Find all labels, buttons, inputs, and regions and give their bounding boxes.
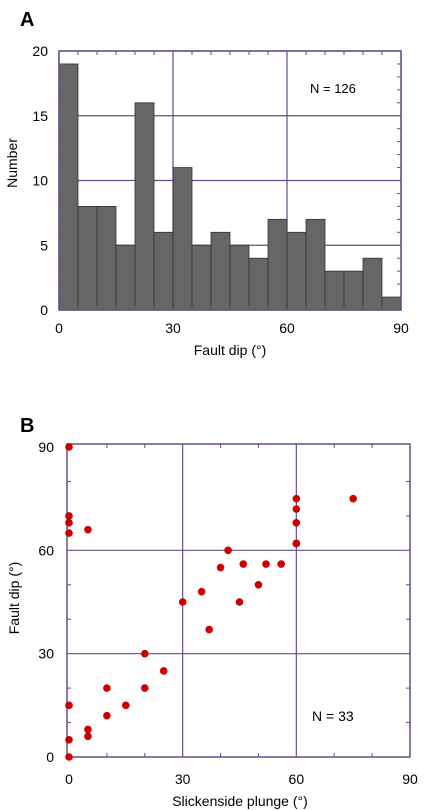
- scatter-point: [235, 598, 244, 606]
- scatter-point: [122, 701, 130, 710]
- scatter-point: [65, 518, 73, 527]
- scatter-x-tick-label: 60: [289, 771, 305, 787]
- scatter-point: [262, 560, 270, 568]
- panel-a-label: A: [20, 9, 34, 31]
- scatter-point: [140, 649, 149, 658]
- histogram-y-tick-label: 15: [32, 108, 48, 124]
- scatter-point: [159, 667, 168, 675]
- scatter-point: [349, 494, 357, 503]
- scatter-point: [103, 684, 111, 692]
- histogram-y-tick-label: 20: [32, 43, 48, 59]
- scatter-y-axis-label: Fault dip (°): [6, 562, 22, 635]
- scatter-point: [84, 525, 92, 534]
- scatter-x-tick-label: 90: [402, 771, 418, 787]
- scatter-points: [65, 443, 357, 761]
- histogram-x-tick-label: 90: [393, 320, 409, 336]
- scatter-count-annotation: N = 33: [312, 708, 354, 724]
- histogram-count-annotation: N = 126: [310, 81, 356, 96]
- histogram-x-tick-labels: 0 30 60 90: [55, 320, 409, 336]
- histogram-bar: [134, 102, 155, 311]
- scatter-point: [205, 625, 213, 634]
- scatter-point: [239, 560, 248, 568]
- scatter-point: [65, 701, 73, 710]
- histogram-bars: [58, 63, 402, 311]
- histogram-bar: [191, 244, 212, 311]
- scatter-point: [292, 505, 301, 513]
- histogram-bar: [324, 270, 345, 311]
- scatter-point: [254, 580, 263, 589]
- histogram-bar: [381, 296, 402, 311]
- histogram-bar: [267, 218, 288, 311]
- scatter-point: [292, 518, 301, 527]
- scatter-point: [65, 735, 73, 744]
- scatter-plot-frame: [66, 443, 411, 758]
- scatter-point: [292, 494, 301, 503]
- scatter-point: [224, 546, 232, 555]
- histogram-bar: [248, 257, 269, 311]
- scatter-y-tick-labels: 0 30 60 90: [38, 439, 54, 765]
- scatter-y-tick-label: 0: [46, 749, 54, 765]
- scatter-y-tick-label: 90: [38, 439, 54, 455]
- scatter-point: [65, 753, 73, 761]
- histogram-plot-frame: [58, 50, 402, 311]
- scatter-point: [197, 587, 206, 596]
- scatter-point: [84, 725, 92, 734]
- histogram-y-tick-label: 10: [32, 173, 48, 189]
- scatter-point: [65, 529, 73, 537]
- histogram-bar: [210, 231, 231, 311]
- histogram-bar: [172, 167, 193, 311]
- histogram-x-tick-label: 30: [165, 320, 181, 336]
- histogram-bar: [153, 231, 174, 311]
- scatter-y-tick-label: 30: [38, 646, 54, 662]
- histogram-bar: [115, 244, 136, 311]
- histogram-bar: [343, 270, 364, 311]
- scatter-point: [216, 563, 225, 572]
- histogram-x-tick-label: 0: [55, 320, 63, 336]
- scatter-point: [65, 512, 73, 520]
- scatter-x-tick-label: 30: [175, 771, 191, 787]
- histogram-y-tick-label: 0: [40, 302, 48, 318]
- panel-b-label: B: [20, 415, 34, 437]
- histogram-bar: [58, 63, 79, 311]
- histogram-bar: [286, 231, 307, 311]
- histogram-panel: 0 30 60 90 0 5 10 15 20 Fault dip (°) Number N …: [4, 43, 409, 358]
- scatter-point: [277, 560, 285, 568]
- histogram-bar: [96, 205, 117, 311]
- histogram-bar: [229, 244, 250, 311]
- scatter-point: [103, 711, 111, 720]
- histogram-bar: [305, 218, 326, 311]
- histogram-x-tick-label: 60: [279, 320, 295, 336]
- histogram-bar: [362, 257, 383, 311]
- scatter-x-axis-label: Slickenside plunge (°): [172, 793, 308, 809]
- scatter-x-tick-label: 0: [65, 771, 73, 787]
- scatter-panel: 0 30 60 90 0 30 60 90 Slickenside plunge (°) F…: [6, 439, 418, 809]
- scatter-point: [65, 443, 73, 451]
- scatter-x-tick-labels: 0 30 60 90: [65, 771, 418, 787]
- scatter-point: [84, 732, 92, 741]
- histogram-y-axis-label: Number: [4, 138, 20, 188]
- scatter-point: [292, 539, 301, 548]
- scatter-y-tick-label: 60: [38, 542, 54, 558]
- histogram-bar: [77, 205, 98, 311]
- histogram-y-tick-label: 5: [40, 237, 48, 253]
- histogram-y-tick-labels: 0 5 10 15 20: [32, 43, 48, 318]
- histogram-x-axis-label: Fault dip (°): [194, 342, 267, 358]
- scatter-point: [140, 684, 149, 692]
- scatter-point: [178, 598, 187, 606]
